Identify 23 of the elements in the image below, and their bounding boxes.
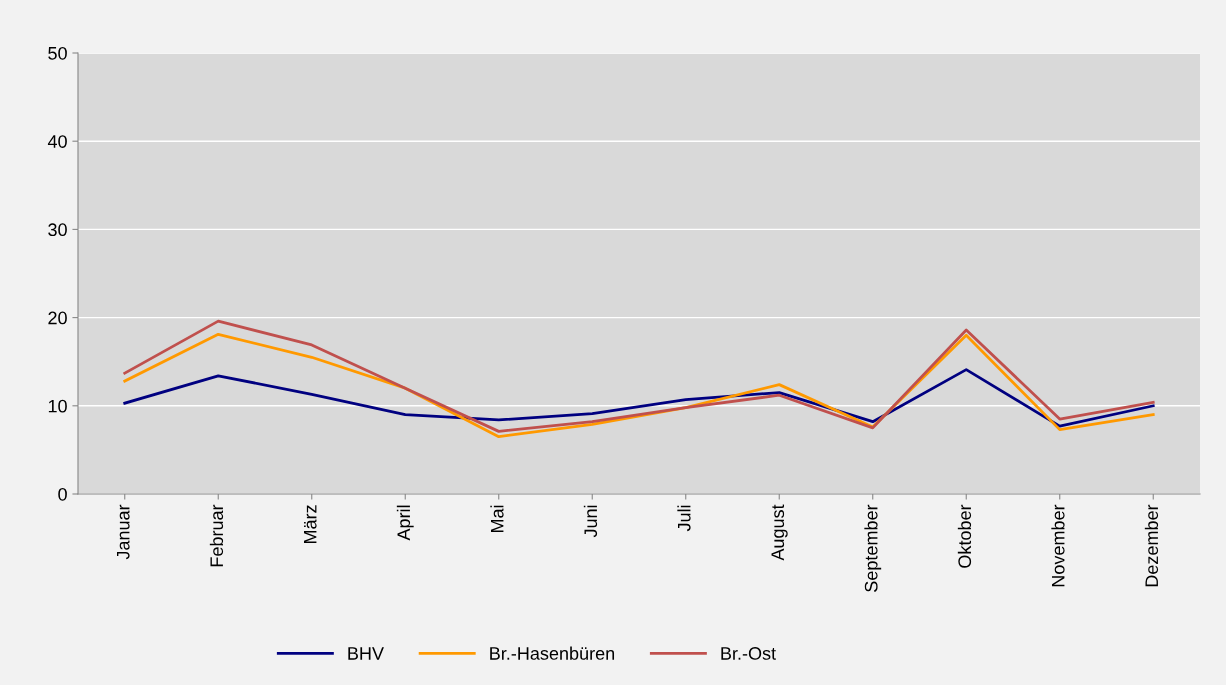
x-tick-label: März <box>304 505 317 544</box>
y-tick-label: 50 <box>48 46 67 60</box>
x-tick-label: Juli <box>677 505 691 532</box>
y-tick-label: 0 <box>58 487 67 501</box>
line-series <box>123 319 1155 433</box>
line-series <box>123 368 1155 428</box>
x-tick-label: Januar <box>117 504 130 560</box>
y-tick-label: 20 <box>48 311 67 325</box>
x-tick-label: November <box>1051 504 1065 587</box>
x-tick-label: Oktober <box>957 504 972 568</box>
legend-label: BHV <box>348 647 384 660</box>
x-tick-label: Februar <box>209 504 224 567</box>
legend-label: Br.-Hasenbüren <box>490 646 615 660</box>
y-tick-label: 40 <box>47 135 67 148</box>
x-tick-label: Juni <box>583 505 598 538</box>
x-tick-label: September <box>864 504 882 592</box>
x-tick-label: Dezember <box>1144 504 1159 587</box>
y-tick-label: 10 <box>48 399 67 413</box>
x-tick-label: Mai <box>490 505 504 533</box>
legend-label: Br.-Ost <box>721 647 776 660</box>
y-tick-label: 30 <box>48 223 67 237</box>
x-tick-label: August <box>771 504 788 561</box>
x-tick-label: April <box>396 505 414 541</box>
